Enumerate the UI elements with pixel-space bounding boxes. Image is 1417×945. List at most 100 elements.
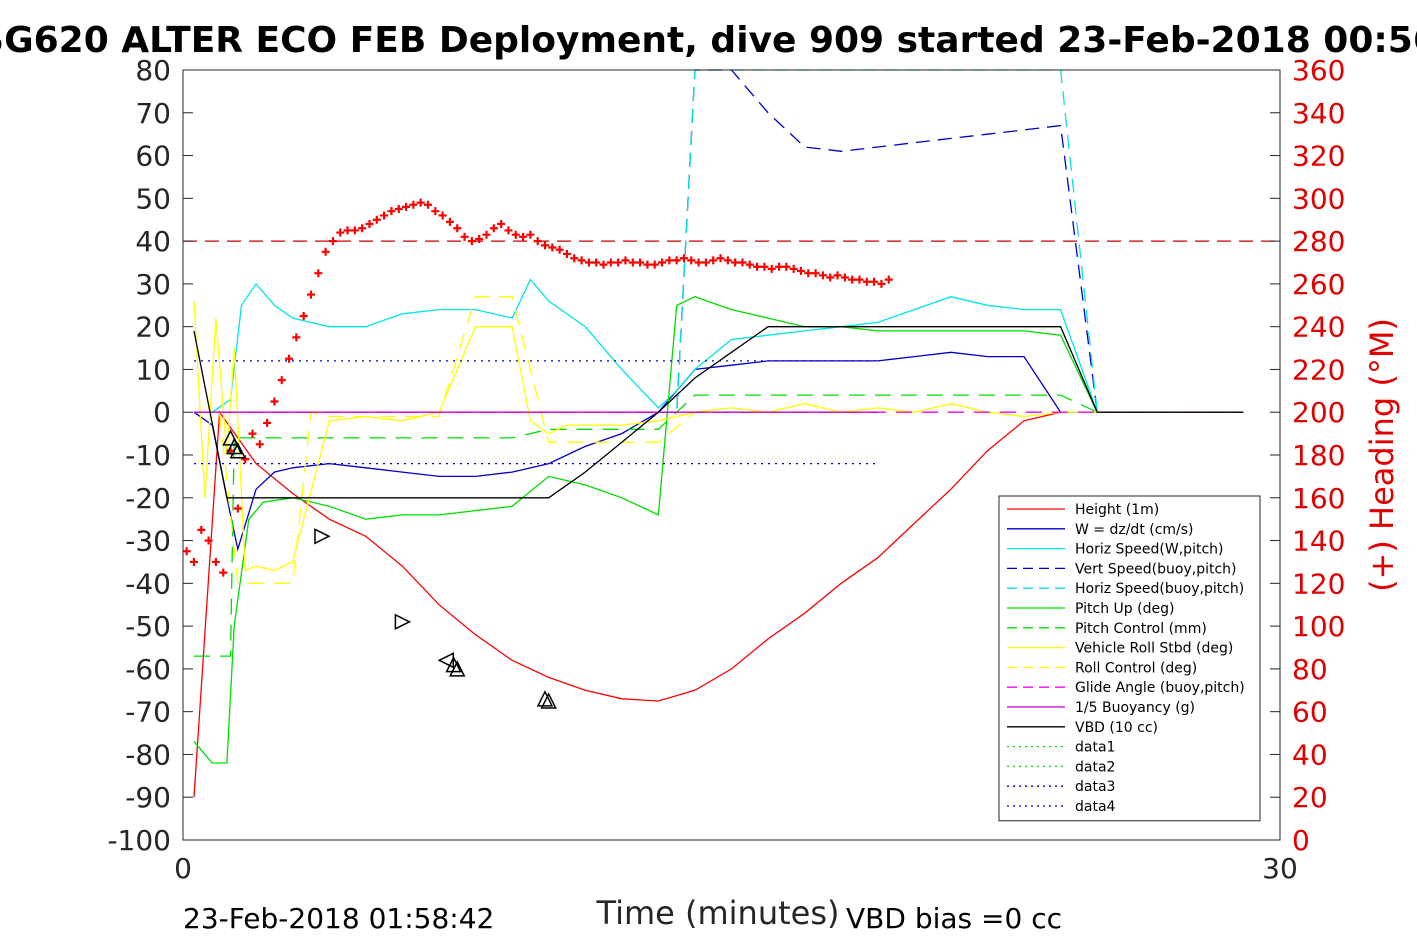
y-right-tick-label: 180 — [1292, 439, 1345, 472]
y-right-tick-label: 80 — [1292, 653, 1328, 686]
heading-point — [731, 258, 740, 267]
y-right-tick-label: 160 — [1292, 482, 1345, 515]
y-tick-label: 70 — [135, 97, 171, 130]
heading-point — [753, 262, 762, 271]
heading-point — [636, 258, 645, 267]
heading-point — [248, 429, 257, 438]
heading-point — [321, 247, 330, 256]
legend-label: Vehicle Roll Stbd (deg) — [1075, 641, 1233, 657]
y-right-tick-label: 140 — [1292, 525, 1345, 558]
heading-point — [570, 254, 579, 263]
heading-point — [423, 200, 432, 209]
legend-label: Vert Speed(buoy,pitch) — [1075, 561, 1237, 577]
triangle-marker — [222, 429, 239, 446]
triangle-marker — [394, 613, 412, 631]
y-axis-right: 3603403203002802602402202001801601401201… — [1270, 54, 1345, 857]
series-line-vbd-10-cc — [193, 326, 1244, 499]
heading-point — [453, 224, 462, 233]
heading-point — [577, 256, 586, 265]
heading-point — [650, 260, 659, 269]
heading-point — [884, 275, 893, 284]
legend-label: Glide Angle (buoy,pitch) — [1075, 680, 1245, 696]
y-tick-label: 30 — [135, 268, 171, 301]
heading-point — [592, 258, 601, 267]
heading-point — [877, 279, 886, 288]
y-tick-label: 50 — [135, 182, 171, 215]
x-axis: 0 30 — [174, 830, 1298, 885]
series-line-roll-control-deg — [194, 296, 1244, 584]
footer-timestamp: 23-Feb-2018 01:58:42 — [183, 902, 494, 935]
y-right-tick-label: 280 — [1292, 225, 1345, 258]
y-tick-label: 0 — [153, 396, 171, 429]
legend-label: data1 — [1075, 740, 1115, 756]
heading-point — [541, 241, 550, 250]
triangle-marker — [225, 437, 243, 455]
series-line-horiz-speed-w-pitch — [194, 278, 1244, 413]
y-tick-label: 20 — [135, 311, 171, 344]
x-axis-label: Time (minutes) — [596, 894, 840, 932]
series-line-vehicle-roll-stbd-deg — [193, 300, 1244, 572]
heading-point — [263, 418, 272, 427]
y-right-tick-label: 300 — [1292, 182, 1345, 215]
heading-point — [687, 256, 696, 265]
y-right-tick-label: 340 — [1292, 97, 1345, 130]
heading-point — [241, 455, 250, 464]
heading-point — [211, 557, 220, 566]
heading-point — [189, 557, 198, 566]
heading-point — [519, 232, 528, 241]
y-tick-label: -30 — [125, 525, 171, 558]
heading-point — [270, 397, 279, 406]
heading-point — [394, 205, 403, 214]
y-tick-label: 60 — [135, 140, 171, 173]
heading-point — [285, 354, 294, 363]
y-tick-label: 10 — [135, 353, 171, 386]
heading-point — [614, 258, 623, 267]
heading-point — [833, 271, 842, 280]
legend-label: data2 — [1075, 759, 1115, 775]
heading-point — [292, 333, 301, 342]
heading-point — [255, 440, 264, 449]
heading-point — [709, 256, 718, 265]
heading-point — [745, 260, 754, 269]
heading-point — [782, 262, 791, 271]
legend-label: 1/5 Buoyancy (g) — [1075, 700, 1195, 716]
heading-point — [870, 277, 879, 286]
y-tick-label: 80 — [135, 54, 171, 87]
heading-point — [826, 273, 835, 282]
series-line-pitch-control-mm — [194, 394, 1244, 657]
y-right-tick-label: 100 — [1292, 610, 1345, 643]
heading-point — [445, 217, 454, 226]
x-tick-label: 0 — [174, 852, 192, 885]
heading-point — [306, 290, 315, 299]
heading-point — [606, 258, 615, 267]
heading-point — [358, 224, 367, 233]
legend-label: data3 — [1075, 779, 1115, 795]
y-tick-label: -20 — [125, 482, 171, 515]
legend-label: Horiz Speed(buoy,pitch) — [1075, 581, 1244, 597]
heading-point — [350, 226, 359, 235]
heading-point — [504, 226, 513, 235]
heading-point — [314, 269, 323, 278]
y-right-tick-label: 60 — [1292, 696, 1328, 729]
chart-title: SG620 ALTER ECO FEB Deployment, dive 909… — [0, 20, 1417, 61]
heading-point — [475, 234, 484, 243]
triangle-marker — [314, 528, 331, 545]
heading-point — [811, 269, 820, 278]
legend-label: W = dz/dt (cm/s) — [1075, 522, 1194, 538]
y-tick-label: -40 — [125, 567, 171, 600]
heading-point — [343, 226, 352, 235]
heading-point — [409, 200, 418, 209]
legend-box — [998, 495, 1261, 822]
heading-point — [862, 277, 871, 286]
heading-point — [219, 568, 228, 577]
heading-point — [716, 254, 725, 263]
heading-point — [672, 256, 681, 265]
heading-point — [548, 243, 557, 252]
y-right-tick-label: 40 — [1292, 738, 1328, 771]
legend-label: Roll Control (deg) — [1075, 660, 1197, 676]
y-right-tick-label: 260 — [1292, 268, 1345, 301]
heading-point — [855, 275, 864, 284]
y-right-tick-label: 200 — [1292, 396, 1345, 429]
heading-point — [511, 230, 520, 239]
